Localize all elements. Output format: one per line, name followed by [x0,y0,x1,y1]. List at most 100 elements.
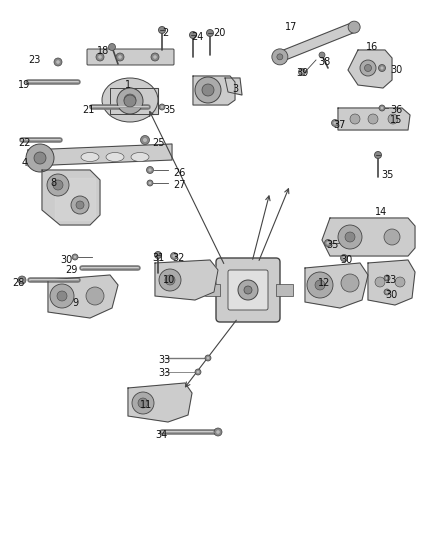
Circle shape [132,392,154,414]
Text: 22: 22 [18,138,31,148]
Circle shape [153,55,157,59]
Circle shape [118,55,122,59]
Circle shape [368,114,378,124]
Text: 11: 11 [140,400,152,410]
Circle shape [72,254,78,260]
Circle shape [124,94,136,106]
FancyBboxPatch shape [87,49,174,65]
Text: 35: 35 [163,105,175,115]
Circle shape [124,95,136,107]
Text: 27: 27 [173,180,186,190]
Polygon shape [305,263,368,308]
Circle shape [34,152,46,164]
Circle shape [165,275,175,285]
Circle shape [56,60,60,64]
Circle shape [148,168,152,172]
Circle shape [325,239,332,246]
Polygon shape [193,76,235,105]
Text: 26: 26 [173,168,185,178]
Polygon shape [348,50,392,88]
Circle shape [207,357,209,359]
Polygon shape [48,275,118,318]
FancyBboxPatch shape [228,270,268,310]
Text: 3: 3 [232,84,238,94]
Circle shape [315,280,325,290]
Text: 35: 35 [326,240,339,250]
Circle shape [384,275,390,281]
Circle shape [141,135,149,144]
Circle shape [379,105,385,111]
Polygon shape [278,22,356,61]
Circle shape [384,289,390,295]
Text: 9: 9 [72,298,78,308]
Polygon shape [225,78,242,95]
Polygon shape [368,260,415,305]
Polygon shape [28,144,172,166]
Circle shape [98,55,102,59]
Circle shape [197,370,199,373]
Circle shape [195,77,221,103]
Polygon shape [203,284,220,296]
Text: 15: 15 [390,115,403,125]
Circle shape [350,114,360,124]
Circle shape [151,53,159,61]
Circle shape [53,180,63,190]
Text: 2: 2 [162,28,168,38]
Circle shape [384,229,400,245]
Ellipse shape [102,78,158,122]
Polygon shape [276,284,293,296]
Text: 24: 24 [191,32,203,42]
Polygon shape [42,170,100,225]
Circle shape [341,274,359,292]
Circle shape [381,67,384,70]
Circle shape [385,277,389,279]
Text: 20: 20 [213,28,226,38]
Circle shape [214,428,222,436]
Circle shape [375,277,385,287]
Circle shape [216,430,220,434]
Text: 21: 21 [82,105,94,115]
Circle shape [277,54,283,60]
Circle shape [238,280,258,300]
Text: 37: 37 [333,120,346,130]
Circle shape [159,269,181,291]
Circle shape [244,286,252,294]
Circle shape [20,278,24,282]
Circle shape [307,272,333,298]
Text: 30: 30 [340,255,352,265]
Circle shape [96,53,104,61]
Circle shape [50,284,74,308]
Text: 23: 23 [28,55,40,65]
Circle shape [147,180,153,186]
Circle shape [388,114,398,124]
Circle shape [143,138,147,142]
Text: 16: 16 [366,42,378,52]
Text: 8: 8 [50,178,56,188]
Circle shape [360,60,376,76]
Circle shape [26,144,54,172]
Circle shape [54,58,62,66]
Polygon shape [155,260,218,300]
Text: 12: 12 [318,278,330,288]
Polygon shape [55,178,95,220]
Ellipse shape [81,152,99,161]
Circle shape [57,291,67,301]
Text: 25: 25 [152,138,165,148]
Circle shape [378,64,385,71]
Circle shape [326,241,329,245]
Circle shape [190,31,197,38]
Circle shape [148,182,152,184]
Text: 4: 4 [22,158,28,168]
Text: 30: 30 [385,290,397,300]
Text: 14: 14 [375,207,387,217]
Circle shape [202,84,214,96]
Circle shape [47,174,69,196]
Circle shape [206,29,213,36]
Circle shape [272,49,288,65]
Circle shape [345,232,355,242]
Circle shape [343,256,346,260]
Circle shape [155,252,162,259]
Text: 30: 30 [390,65,402,75]
Circle shape [319,52,325,58]
Circle shape [299,69,305,76]
